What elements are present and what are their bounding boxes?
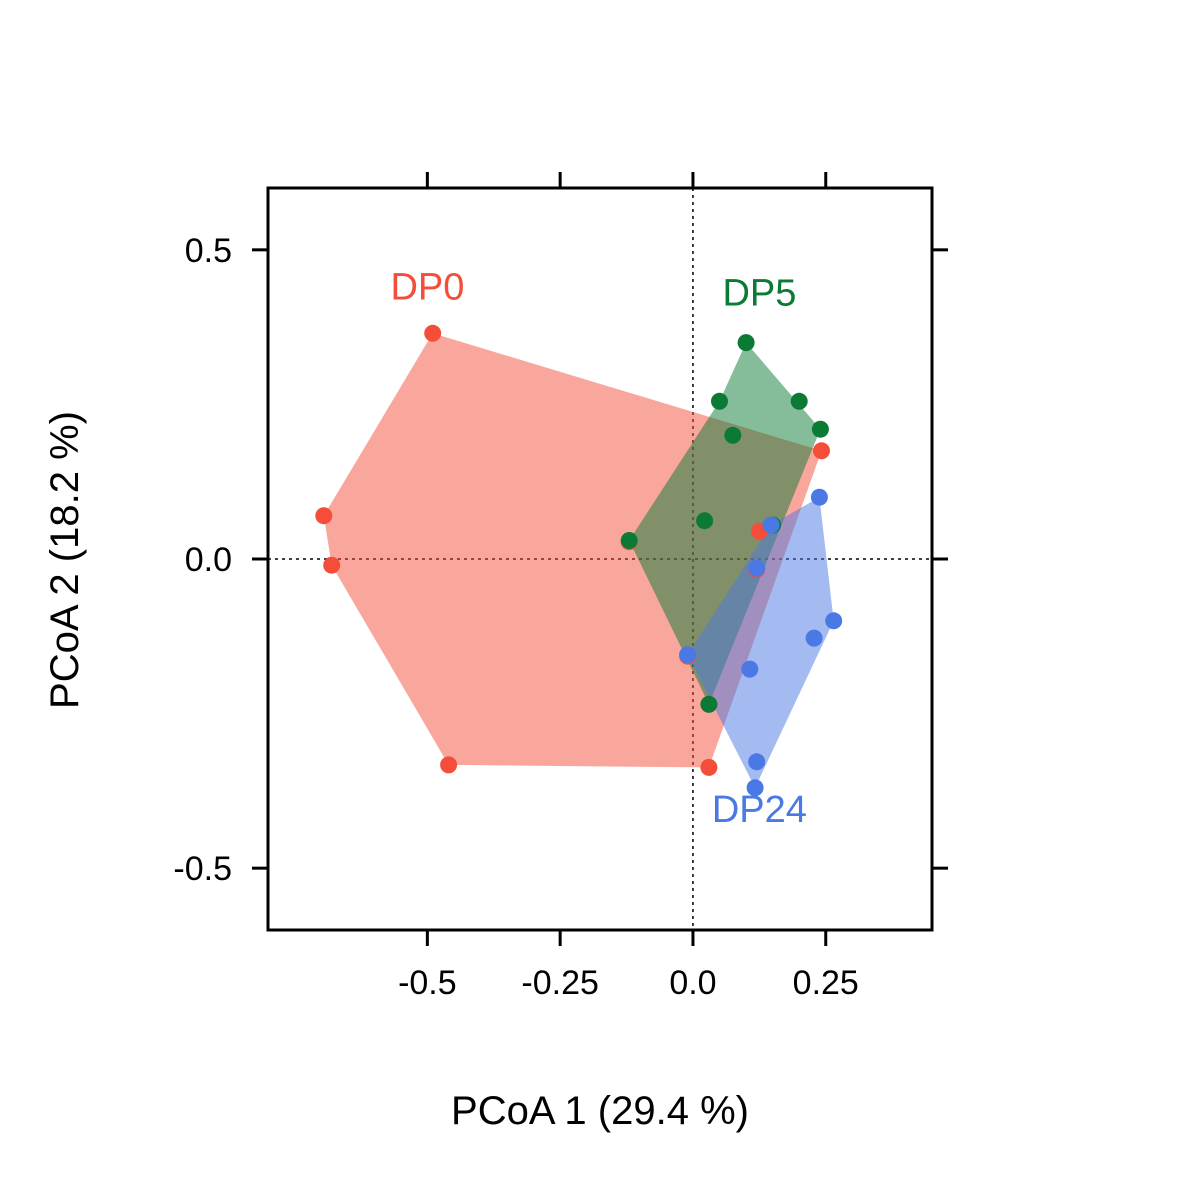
point-dp0-4 (440, 756, 458, 774)
point-dp5-9 (700, 695, 718, 713)
point-dp24-9 (748, 559, 766, 577)
point-dp5-6 (696, 512, 714, 530)
point-dp24-6 (746, 779, 764, 797)
point-dp24-7 (679, 646, 697, 664)
point-dp0-3 (323, 556, 341, 574)
hull-dp5 (629, 342, 821, 705)
x-tick-label: 0.25 (793, 964, 859, 1002)
point-dp5-2 (711, 392, 728, 410)
x-tick-label: -0.25 (521, 964, 599, 1002)
point-dp0-1 (424, 324, 442, 342)
hull-dp24 (687, 497, 834, 788)
point-dp24-5 (748, 753, 766, 771)
point-dp0-5 (700, 758, 718, 776)
point-dp5-8 (620, 532, 638, 549)
point-dp24-8 (762, 516, 780, 534)
group-label-dp0: DP0 (390, 266, 464, 308)
point-dp24-1 (810, 488, 828, 506)
group-label-dp5: DP5 (722, 273, 796, 315)
group-label-dp24: DP24 (712, 789, 807, 831)
y-axis-title: PCoA 2 (18.2 %) (43, 411, 87, 709)
axis-ticks (252, 172, 948, 946)
x-axis-title: PCoA 1 (29.4 %) (451, 1089, 749, 1133)
point-dp24-2 (825, 612, 843, 630)
point-dp24-3 (805, 629, 823, 647)
point-dp5-4 (811, 420, 829, 438)
tick-labels: -0.5 -0.25 0.0 0.25 0.5 0.0 -0.5 (173, 232, 858, 1002)
point-dp0-6 (813, 442, 830, 460)
point-dp5-5 (724, 426, 742, 444)
y-tick-label: 0.5 (185, 232, 232, 270)
convex-hulls (323, 333, 834, 788)
data-points (315, 324, 843, 797)
x-tick-label: -0.5 (398, 964, 457, 1002)
x-tick-label: 0.0 (669, 964, 716, 1002)
point-dp24-4 (741, 660, 759, 678)
point-dp5-1 (737, 334, 755, 352)
point-dp5-3 (790, 392, 808, 410)
point-dp0-2 (315, 507, 333, 525)
group-labels: DP0 DP5 DP24 (390, 266, 806, 831)
y-tick-label: 0.0 (185, 541, 232, 579)
y-tick-label: -0.5 (173, 850, 232, 888)
